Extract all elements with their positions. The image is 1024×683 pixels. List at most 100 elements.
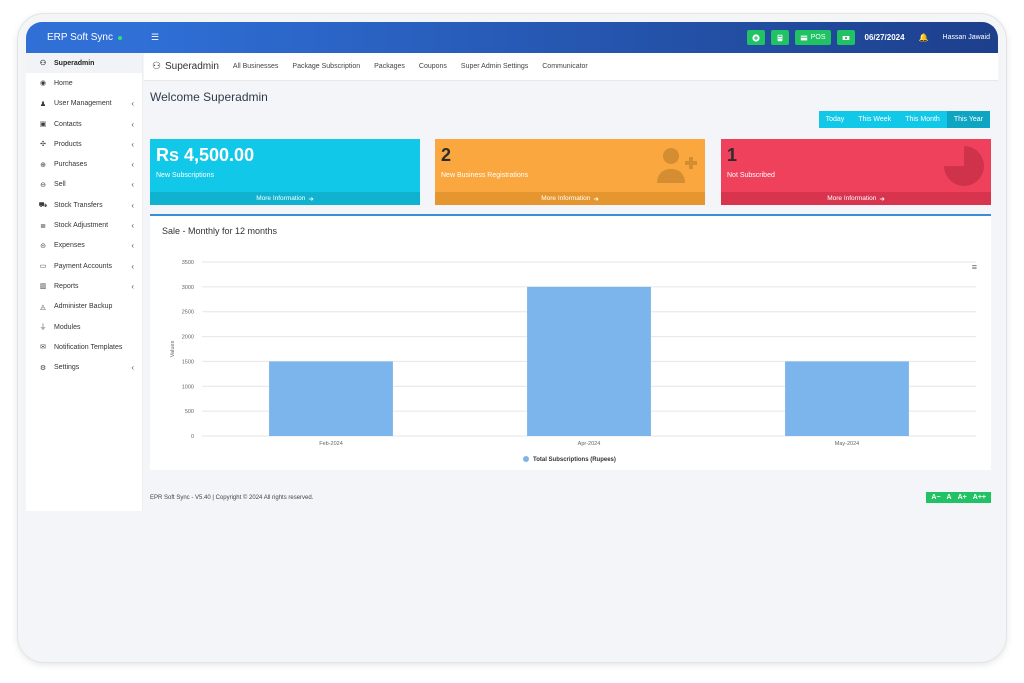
bar	[269, 361, 393, 436]
sidebar-item-settings[interactable]: ⚙ Settings ‹	[26, 357, 142, 377]
nav-link-coupons[interactable]: Coupons	[418, 63, 447, 70]
calculator-icon	[777, 34, 783, 41]
font-size-button[interactable]: A	[946, 494, 952, 501]
sidebar-item-administer-backup[interactable]: ◬ Administer Backup	[26, 297, 142, 317]
calculator-button[interactable]	[770, 30, 789, 45]
sidebar-item-sell[interactable]: ⊖ Sell ‹	[26, 175, 142, 195]
chevron-left-icon: ‹	[131, 363, 134, 373]
arrow-circle-right-icon: ➜	[308, 195, 314, 203]
font-size-controls: A− A A+ A++	[926, 492, 991, 503]
chevron-left-icon: ‹	[131, 221, 134, 231]
chart-title: Sale - Monthly for 12 months	[162, 226, 278, 236]
user-menu[interactable]: Hassan Jawaid	[942, 34, 990, 41]
top-nav: ⚇ Superadmin All Businesses Package Subsc…	[144, 53, 998, 81]
range-button-this-week[interactable]: This Week	[851, 111, 899, 128]
sidebar-item-label: Superadmin	[54, 59, 95, 67]
card-value: 1	[727, 145, 738, 165]
sell-icon: ⊖	[40, 181, 46, 189]
backup-icon: ◬	[40, 303, 46, 311]
sidebar-item-home[interactable]: ◉ Home	[26, 73, 142, 93]
arrow-circle-right-icon: ➜	[879, 195, 885, 203]
sidebar-item-payment-accounts[interactable]: ▭ Payment Accounts ‹	[26, 256, 142, 276]
brand-name: ERP Soft Sync	[47, 32, 113, 43]
y-tick-label: 2000	[182, 335, 194, 341]
nav-link-all-businesses[interactable]: All Businesses	[232, 63, 279, 70]
users-icon: ♟	[39, 100, 47, 108]
money-bill-icon	[842, 35, 849, 40]
bell-icon[interactable]: 🔔	[918, 33, 929, 42]
more-label: More Information	[256, 195, 306, 202]
pos-button[interactable]: POS	[794, 30, 831, 45]
chevron-left-icon: ‹	[131, 241, 134, 251]
range-button-this-month[interactable]: This Month	[898, 111, 947, 128]
sidebar-item-stock-transfers[interactable]: ⛟ Stock Transfers ‹	[26, 195, 142, 215]
nav-link-super-admin-settings[interactable]: Super Admin Settings	[460, 63, 529, 70]
x-tick-label: May-2024	[835, 441, 859, 447]
sidebar-item-notification-templates[interactable]: ✉ Notification Templates	[26, 337, 142, 357]
sidebar-item-purchases[interactable]: ⊕ Purchases ‹	[26, 154, 142, 174]
nav-title: Superadmin	[164, 61, 219, 72]
card-value: Rs 4,500.00	[156, 145, 255, 165]
app-screen: ERP Soft Sync ☰ POS 06/27/2024 🔔 Hassan …	[26, 22, 998, 652]
top-bar: ☰ POS 06/27/2024 🔔 Hassan Jawaid	[143, 22, 998, 53]
range-button-this-year[interactable]: This Year	[946, 111, 990, 128]
sidebar-item-label: Products	[54, 140, 82, 148]
font-size-button[interactable]: A−	[931, 494, 941, 501]
user-plus-icon	[657, 148, 697, 183]
nav-link-communicator[interactable]: Communicator	[542, 63, 588, 70]
footer-copyright: EPR Soft Sync - V5.40 | Copyright © 2024…	[150, 495, 314, 501]
sidebar-item-superadmin[interactable]: ⚇ Superadmin	[26, 53, 142, 74]
more-information-link[interactable]: More Information ➜	[150, 192, 420, 205]
sidebar-item-reports[interactable]: ▥ Reports ‹	[26, 276, 142, 296]
hamburger-icon[interactable]: ☰	[151, 32, 160, 42]
purchases-icon: ⊕	[40, 161, 46, 169]
chevron-left-icon: ‹	[131, 180, 134, 190]
more-label: More Information	[541, 195, 591, 202]
sidebar-item-products[interactable]: ✣ Products ‹	[26, 134, 142, 154]
more-information-link[interactable]: More Information ➜	[435, 192, 705, 205]
range-button-today[interactable]: Today	[818, 111, 852, 128]
chart-menu-icon[interactable]: ≡	[971, 262, 977, 272]
superadmin-icon: ⚇	[152, 61, 161, 72]
main-content: ⚇ Superadmin All Businesses Package Subsc…	[144, 53, 998, 652]
sidebar-item-label: Home	[54, 79, 73, 87]
sidebar-item-user-management[interactable]: ♟ User Management ‹	[26, 94, 142, 114]
nav-link-packages[interactable]: Packages	[374, 63, 405, 70]
sales-chart-panel: Sale - Monthly for 12 months ≡ 0 500 1000 1…	[150, 214, 991, 470]
superadmin-icon: ⚇	[39, 60, 47, 68]
nav-brand[interactable]: ⚇ Superadmin	[152, 61, 219, 72]
sidebar-item-stock-adjustment[interactable]: ≣ Stock Adjustment ‹	[26, 215, 142, 235]
add-button[interactable]	[746, 30, 765, 45]
sidebar: ⚇ Superadmin ◉ Home ♟ User Management ‹ ▣ Contac…	[26, 53, 143, 511]
font-size-button[interactable]: A+	[957, 494, 967, 501]
sidebar-item-label: Contacts	[54, 120, 82, 128]
database-icon: ≣	[40, 222, 46, 230]
sidebar-item-label: Administer Backup	[54, 303, 113, 311]
sidebar-item-label: Notification Templates	[54, 343, 123, 351]
y-tick-label: 0	[191, 434, 194, 440]
y-tick-label: 1500	[182, 359, 194, 365]
contacts-icon: ▣	[39, 121, 47, 129]
truck-icon: ⛟	[38, 201, 48, 209]
font-size-button[interactable]: A++	[972, 494, 986, 501]
plug-icon: ⏚	[39, 324, 47, 331]
sidebar-item-label: Payment Accounts	[54, 262, 112, 270]
sidebar-item-label: Reports	[54, 282, 79, 290]
more-information-link[interactable]: More Information ➜	[721, 192, 991, 205]
brand-logo[interactable]: ERP Soft Sync	[26, 22, 143, 53]
sidebar-item-contacts[interactable]: ▣ Contacts ‹	[26, 114, 142, 134]
sidebar-item-modules[interactable]: ⏚ Modules	[26, 317, 142, 337]
card-not-subscribed: 1 Not Subscribed More Information ➜	[721, 139, 991, 205]
nav-link-package-subscription[interactable]: Package Subscription	[292, 63, 361, 70]
page-title: Welcome Superadmin	[150, 90, 268, 104]
money-icon: ▭	[39, 263, 47, 271]
sidebar-item-expenses[interactable]: ⊝ Expenses ‹	[26, 236, 142, 256]
bar	[785, 361, 909, 436]
sidebar-item-label: Settings	[54, 364, 80, 372]
card-new-business-registrations: 2 New Business Registrations More Inform…	[435, 139, 705, 205]
online-dot-icon	[117, 35, 122, 40]
cash-button[interactable]	[836, 30, 855, 45]
y-tick-label: 1000	[182, 384, 194, 390]
gear-icon: ⚙	[39, 364, 47, 372]
pos-icon	[800, 35, 807, 40]
